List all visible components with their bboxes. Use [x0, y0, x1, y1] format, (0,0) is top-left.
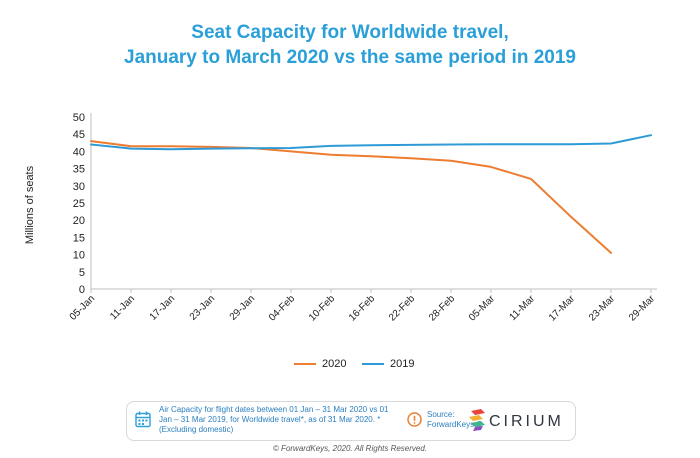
legend-item-2020: 2020	[294, 358, 346, 370]
y-tick-label: 5	[79, 267, 85, 279]
legend-label-2020: 2020	[322, 358, 347, 370]
y-tick-label: 45	[73, 129, 85, 141]
info-box: Air Capacity for flight dates between 01…	[126, 401, 576, 441]
legend-item-2019: 2019	[362, 358, 414, 370]
x-tick-label: 17-Mar	[547, 293, 578, 324]
cirium-logo-icon	[469, 409, 485, 431]
copyright-text: © ForwardKeys, 2020. All Rights Reserved…	[272, 444, 428, 453]
legend: 2020 2019	[0, 358, 700, 376]
legend-swatch-2019	[362, 363, 384, 365]
y-tick-label: 0	[79, 284, 85, 296]
y-tick-label: 10	[73, 250, 85, 262]
x-tick-label: 05-Mar	[467, 293, 498, 324]
series-line-2020	[90, 140, 612, 254]
alert-icon	[407, 412, 422, 427]
series-line-2019	[90, 134, 652, 151]
x-tick-label: 11-Jan	[108, 293, 137, 322]
x-tick-label: 17-Jan	[148, 293, 177, 322]
legend-swatch-2020	[294, 363, 316, 365]
y-tick-label: 50	[73, 112, 85, 124]
x-tick-label: 28-Feb	[427, 293, 457, 323]
y-tick-label: 35	[73, 164, 85, 176]
chart-title-line-1: Seat Capacity for Worldwide travel,	[191, 22, 509, 43]
x-tick-label: 23-Mar	[587, 293, 618, 324]
x-tick-label: 10-Feb	[307, 293, 337, 323]
line-chart: 0 5 10 15 20 25 30 35 40 45 50 05-Jan 11-Jan 17-Jan 23…	[68, 112, 658, 324]
x-tick-label: 29-Mar	[627, 293, 658, 324]
y-tick-label: 30	[73, 181, 85, 193]
y-tick-label: 25	[73, 198, 85, 210]
source-text: Source: ForwardKeys &	[427, 410, 482, 429]
y-tick-label: 15	[73, 232, 85, 244]
x-tick-label: 05-Jan	[68, 293, 97, 322]
x-tick-label: 29-Jan	[228, 293, 257, 322]
legend-label-2019: 2019	[390, 358, 415, 370]
chart-title-line-2: January to March 2020 vs the same period…	[124, 47, 576, 68]
x-tick-label: 16-Feb	[347, 293, 377, 323]
x-tick-label: 23-Jan	[188, 293, 217, 322]
calendar-icon	[135, 411, 151, 428]
y-tick-label: 20	[73, 215, 85, 227]
y-tick-label: 40	[73, 146, 85, 158]
x-tick-label: 11-Mar	[507, 293, 537, 323]
chart-title: Seat Capacity for Worldwide travel, Janu…	[0, 20, 700, 70]
x-tick-label: 04-Feb	[267, 293, 297, 323]
x-tick-label: 22-Feb	[387, 293, 417, 323]
cirium-wordmark: CIRIUM	[489, 413, 564, 430]
data-note: Air Capacity for flight dates between 01…	[159, 405, 389, 434]
